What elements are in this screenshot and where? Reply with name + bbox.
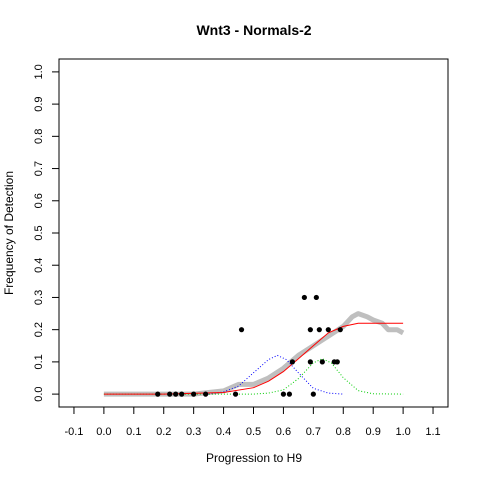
data-point	[280, 391, 287, 397]
data-point	[313, 294, 319, 301]
x-tick-label: 0.7	[306, 426, 321, 438]
data-point	[325, 327, 331, 333]
x-tick-label: 0.8	[336, 426, 351, 438]
y-tick-label: 0.8	[33, 129, 45, 144]
x-tick-label: 0.0	[96, 426, 111, 438]
data-point	[316, 327, 322, 333]
x-tick-label: 0.9	[366, 426, 381, 438]
data-point	[191, 391, 197, 397]
fitted-curve-line	[103, 322, 404, 395]
y-axis: 0.0 0.1 0.2 0.3 0.4 0.5 0.6 0.7 0.8 0.9 1.0	[33, 64, 60, 402]
x-tick-label: 1.0	[395, 426, 410, 438]
y-tick-label: 0.4	[33, 258, 45, 273]
x-axis-label: Progression to H9	[206, 451, 302, 465]
data-point	[289, 359, 295, 365]
x-tick-label: 0.5	[246, 426, 261, 438]
y-tick-label: 0.2	[33, 322, 45, 337]
y-tick-label: 0.5	[33, 225, 45, 240]
x-tick-label: 0.6	[276, 426, 291, 438]
data-point	[155, 391, 161, 397]
data-point	[232, 391, 239, 397]
x-axis: -0.1 0.0 0.1 0.2 0.3 0.4 0.5 0.6 0.7 0.8 0.9 1.0 1.1	[64, 406, 441, 438]
y-tick-label: 1.0	[33, 64, 45, 79]
x-tick-label: 1.1	[425, 426, 440, 438]
series-layer	[103, 294, 405, 397]
x-tick-label: 0.3	[186, 426, 201, 438]
y-tick-label: 0.1	[33, 354, 45, 369]
blue-density-line	[208, 354, 344, 395]
y-tick-label: 0.0	[33, 386, 45, 401]
y-axis-label: Frequency of Detection	[2, 171, 16, 295]
data-point	[238, 327, 245, 333]
data-point	[337, 327, 343, 333]
y-tick-label: 0.6	[33, 193, 45, 208]
data-point	[179, 391, 185, 397]
data-point	[286, 391, 293, 397]
y-tick-label: 0.9	[33, 96, 45, 111]
data-point	[307, 359, 313, 365]
data-point	[173, 391, 179, 397]
x-tick-label: 0.1	[126, 426, 141, 438]
y-tick-label: 0.3	[33, 290, 45, 305]
data-point	[301, 294, 307, 301]
y-tick-label: 0.7	[33, 161, 45, 176]
x-tick-label: 0.2	[156, 426, 171, 438]
data-point	[334, 359, 340, 365]
data-point	[307, 327, 313, 333]
x-tick-label: 0.4	[216, 426, 231, 438]
data-point	[167, 391, 173, 397]
green-density-line	[103, 358, 404, 395]
x-tick-label: -0.1	[64, 426, 83, 438]
data-point	[319, 359, 325, 365]
data-point	[310, 391, 316, 397]
data-point	[203, 391, 209, 397]
chart-title: Wnt3 - Normals-2	[196, 22, 311, 38]
